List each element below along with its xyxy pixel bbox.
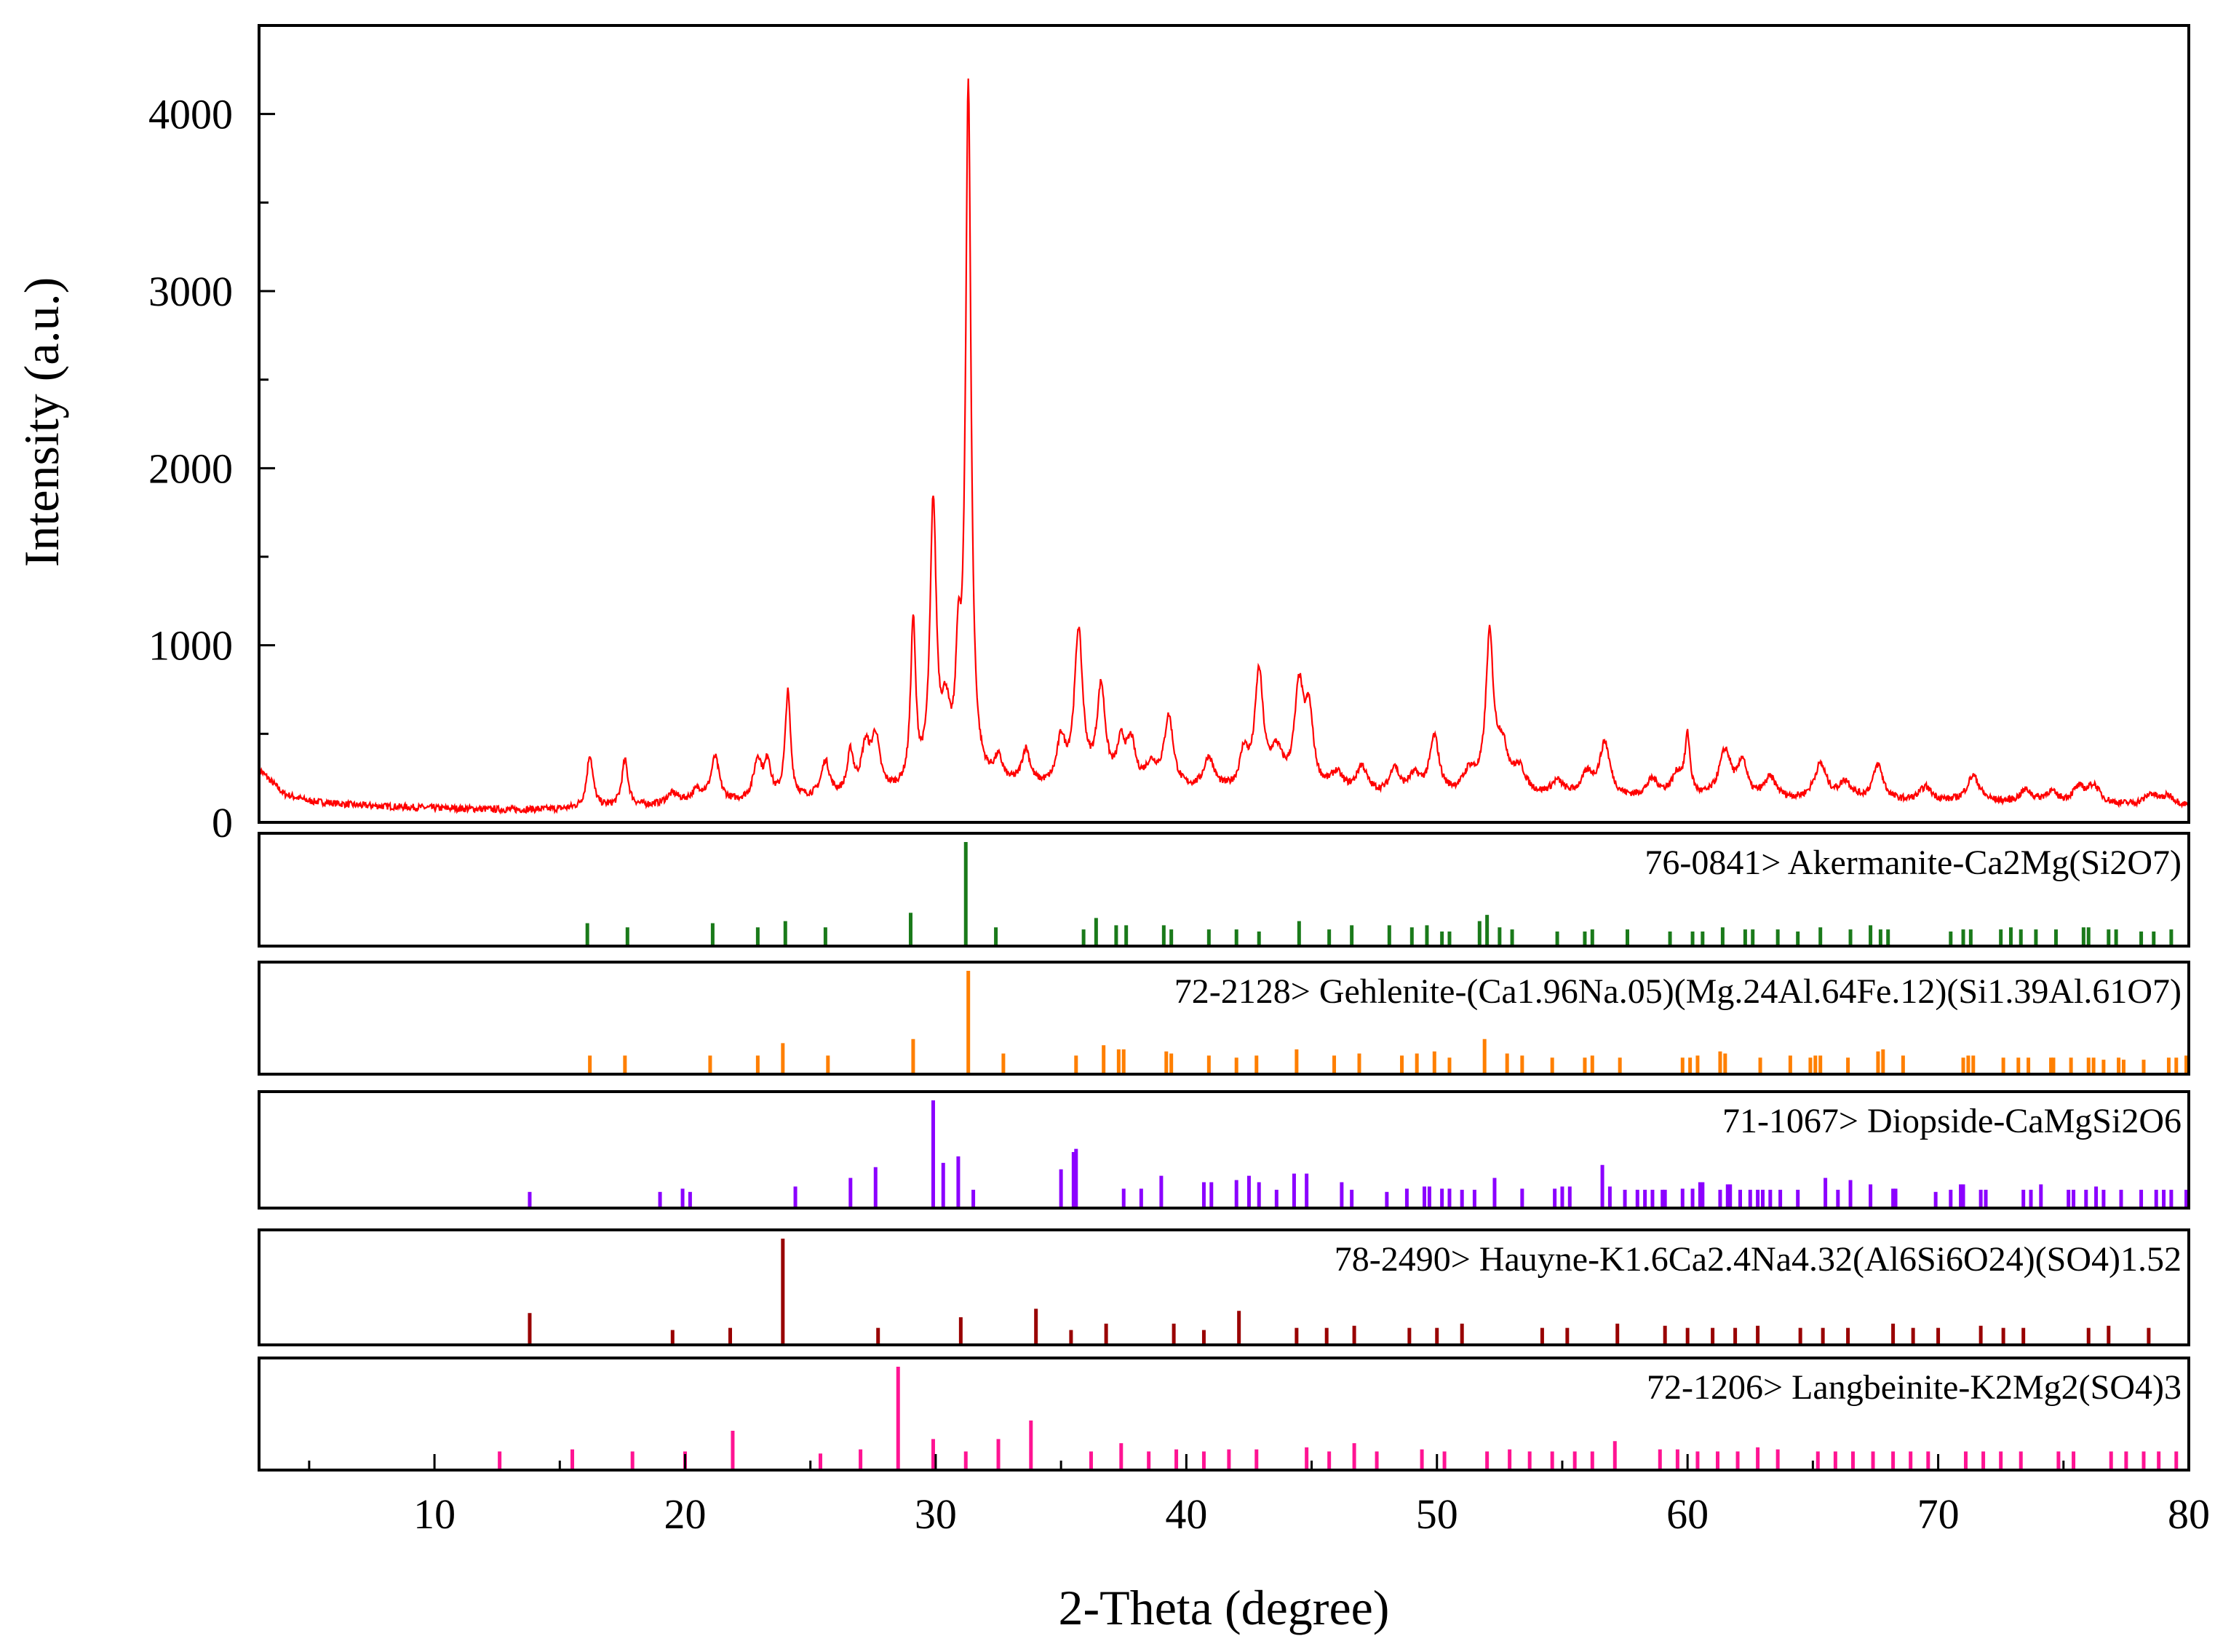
y-tick-label: 1000 — [148, 622, 233, 670]
x-tick-label: 70 — [1917, 1490, 1960, 1538]
y-tick-label: 2000 — [148, 445, 233, 492]
reference-label: 72-2128> Gehlenite-(Ca1.96Na.05)(Mg.24Al… — [1174, 972, 2182, 1011]
x-tick-label: 20 — [664, 1490, 707, 1538]
y-tick-label: 3000 — [148, 268, 233, 315]
y-tick-label: 0 — [212, 799, 233, 846]
x-tick-label: 10 — [413, 1490, 456, 1538]
x-axis-title: 2-Theta (degree) — [1059, 1580, 1390, 1635]
reference-panel: 72-1206> Langbeinite-K2Mg2(SO4)3 — [258, 1357, 2190, 1472]
main-plot-frame — [258, 24, 2190, 824]
x-tick-label: 80 — [2168, 1490, 2210, 1538]
reference-label: 72-1206> Langbeinite-K2Mg2(SO4)3 — [1647, 1368, 2182, 1407]
reference-panel-frame — [258, 1357, 2190, 1472]
reference-panel: 71-1067> Diopside-CaMgSi2O6 — [258, 1090, 2190, 1210]
xrd-pattern-line — [258, 78, 2190, 815]
x-tick-label: 40 — [1165, 1490, 1207, 1538]
x-tick-label: 30 — [915, 1490, 957, 1538]
x-axis-ticks: 10 20 30 40 50 60 70 80 — [308, 1454, 2210, 1538]
reference-panel-frame — [258, 961, 2190, 1076]
x-tick-label: 50 — [1416, 1490, 1458, 1538]
y-axis-ticks: 0 1000 2000 3000 4000 — [148, 24, 275, 846]
y-axis-title: Intensity (a.u.) — [14, 277, 69, 567]
y-tick-label: 4000 — [148, 91, 233, 138]
reference-panel-frame — [258, 1228, 2190, 1346]
reference-panel-frame — [258, 832, 2190, 948]
reference-panel-frame — [258, 1090, 2190, 1210]
main-plot: 0 1000 2000 3000 4000 — [148, 24, 2190, 846]
reference-panel: 72-2128> Gehlenite-(Ca1.96Na.05)(Mg.24Al… — [258, 961, 2190, 1076]
x-tick-label: 60 — [1666, 1490, 1709, 1538]
reference-label: 78-2490> Hauyne-K1.6Ca2.4Na4.32(Al6Si6O2… — [1335, 1240, 2182, 1279]
reference-panels: 76-0841> Akermanite-Ca2Mg(Si2O7) 72-2128>… — [258, 832, 2190, 1472]
reference-label: 76-0841> Akermanite-Ca2Mg(Si2O7) — [1645, 843, 2182, 882]
reference-panel: 78-2490> Hauyne-K1.6Ca2.4Na4.32(Al6Si6O2… — [258, 1228, 2190, 1346]
reference-panel: 76-0841> Akermanite-Ca2Mg(Si2O7) — [258, 832, 2190, 948]
reference-label: 71-1067> Diopside-CaMgSi2O6 — [1722, 1102, 2182, 1140]
